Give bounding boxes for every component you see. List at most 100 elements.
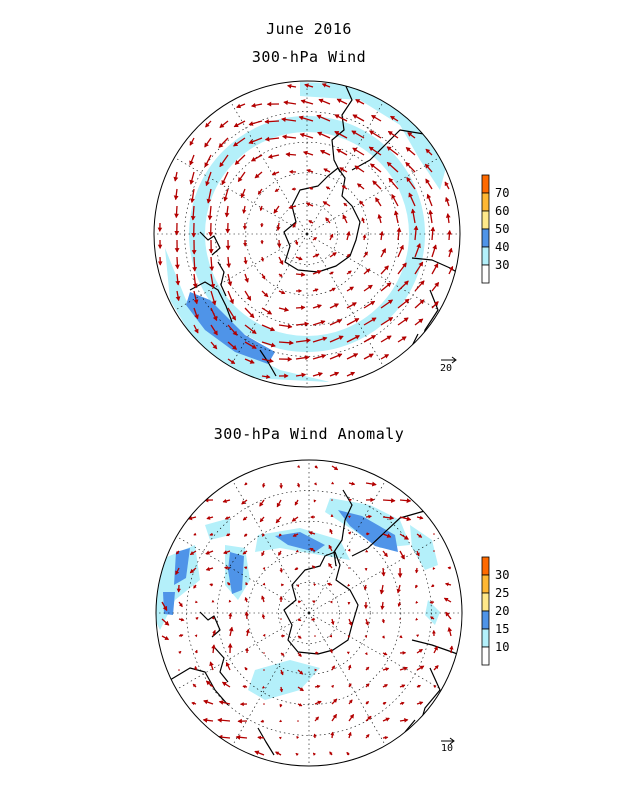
- wind-vector: [415, 617, 419, 621]
- wind-vector: [225, 222, 231, 234]
- wind-vector: [313, 499, 317, 503]
- wind-vector: [205, 171, 212, 187]
- panel1-reference-vector-label: 20: [440, 363, 452, 374]
- wind-vector: [178, 601, 183, 608]
- wind-vector: [354, 165, 365, 173]
- wind-vector: [314, 684, 321, 689]
- meridian-line: [232, 480, 310, 614]
- wind-vector: [382, 667, 390, 672]
- wind-vector: [236, 103, 246, 109]
- wind-vector: [261, 550, 265, 557]
- wind-vector: [386, 146, 399, 156]
- wind-vector: [219, 154, 229, 168]
- wind-vector: [330, 514, 334, 518]
- wind-vector: [329, 303, 339, 309]
- wind-vector: [329, 335, 344, 343]
- wind-vector: [244, 324, 257, 335]
- wind-vector: [433, 685, 437, 689]
- meridian-line: [306, 157, 440, 235]
- wind-vector: [331, 499, 333, 501]
- wind-vector: [189, 567, 197, 574]
- wind-vector: [432, 567, 436, 570]
- wind-vector: [365, 514, 372, 519]
- wind-vector: [244, 667, 248, 671]
- wind-vector: [266, 101, 280, 107]
- wind-vector: [192, 273, 198, 289]
- wind-vector: [331, 481, 335, 485]
- wind-vector: [399, 635, 403, 639]
- wind-vector: [414, 243, 421, 258]
- wind-vector: [446, 229, 452, 241]
- wind-vector: [380, 265, 389, 275]
- wind-vector: [189, 137, 195, 146]
- wind-vector: [331, 685, 334, 688]
- wind-vector: [386, 161, 399, 173]
- wind-vector: [193, 290, 199, 305]
- meridian-line: [232, 612, 310, 746]
- colorbar-tick-label: 70: [495, 186, 509, 200]
- latitude-circle: [247, 551, 371, 675]
- wind-vector: [263, 669, 265, 671]
- wind-vector: [341, 185, 348, 190]
- wind-vector: [428, 209, 434, 224]
- wind-vector: [390, 115, 399, 122]
- wind-vector: [405, 147, 416, 156]
- wind-vector: [414, 567, 419, 574]
- wind-vector: [365, 481, 377, 487]
- wind-vector: [227, 324, 238, 336]
- wind-vector: [433, 550, 435, 552]
- wind-vector: [329, 271, 334, 275]
- wind-vector: [205, 566, 214, 572]
- shade-15-20: [163, 592, 175, 615]
- wind-vector: [261, 307, 273, 315]
- wind-vector: [380, 317, 394, 326]
- wind-vector: [379, 230, 384, 241]
- wind-vector: [191, 222, 197, 238]
- coastline: [411, 639, 462, 659]
- wind-vector: [316, 114, 331, 122]
- wind-vector: [278, 736, 282, 740]
- wind-vector: [322, 201, 331, 207]
- wind-vector: [280, 669, 284, 676]
- wind-vector: [331, 465, 339, 471]
- wind-vector: [174, 222, 180, 236]
- wind-vector: [296, 584, 300, 588]
- wind-vector: [193, 584, 197, 589]
- meridian-line: [306, 101, 384, 235]
- wind-vector: [206, 515, 214, 520]
- wind-vector: [329, 233, 334, 241]
- wind-vector: [227, 307, 237, 321]
- wind-vector: [312, 269, 322, 275]
- wind-vector: [449, 645, 454, 654]
- wind-vector: [243, 239, 248, 247]
- wind-vector: [202, 717, 214, 723]
- panel1-map: [153, 80, 461, 388]
- wind-vector: [382, 533, 392, 538]
- wind-vector: [346, 353, 359, 360]
- wind-vector: [259, 516, 265, 523]
- wind-vector: [194, 665, 198, 671]
- wind-vector: [261, 358, 274, 364]
- wind-vector: [278, 307, 290, 312]
- wind-vector: [218, 700, 231, 705]
- wind-vector: [334, 114, 348, 122]
- wind-vector: [189, 550, 197, 556]
- wind-vector: [243, 256, 248, 265]
- wind-vector: [309, 547, 316, 552]
- wind-vector: [176, 584, 181, 593]
- wind-vector: [447, 566, 452, 570]
- wind-vector: [304, 83, 314, 88]
- wind-vector: [191, 239, 197, 255]
- wind-vector: [276, 222, 281, 231]
- wind-vector: [312, 371, 323, 377]
- wind-vector: [194, 634, 198, 638]
- coastline: [214, 647, 229, 683]
- wind-vector: [368, 146, 382, 156]
- wind-vector: [235, 734, 248, 740]
- wind-vector: [347, 731, 352, 739]
- wind-vector: [175, 290, 181, 302]
- wind-vector: [189, 171, 195, 185]
- wind-vector: [314, 635, 316, 637]
- wind-vector: [296, 736, 300, 739]
